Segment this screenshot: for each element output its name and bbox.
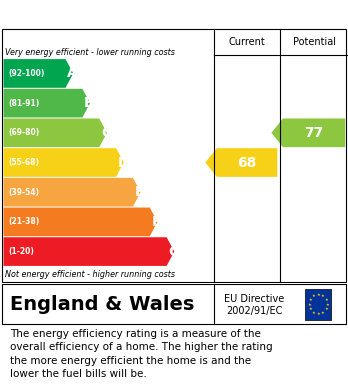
Text: (81-91): (81-91) <box>9 99 40 108</box>
Text: (1-20): (1-20) <box>9 247 34 256</box>
Text: ★: ★ <box>312 294 316 298</box>
Polygon shape <box>205 148 277 177</box>
Polygon shape <box>3 89 90 117</box>
Text: ★: ★ <box>308 303 311 307</box>
Text: ★: ★ <box>324 298 328 302</box>
Polygon shape <box>3 148 124 177</box>
Text: (39-54): (39-54) <box>9 188 40 197</box>
Text: B: B <box>84 96 95 110</box>
Text: A: A <box>67 66 78 81</box>
Text: E: E <box>135 185 144 199</box>
Text: 2002/91/EC: 2002/91/EC <box>226 306 282 316</box>
Polygon shape <box>3 208 157 236</box>
Text: (69-80): (69-80) <box>9 128 40 137</box>
Text: Current: Current <box>229 37 266 47</box>
Text: Not energy efficient - higher running costs: Not energy efficient - higher running co… <box>5 270 175 279</box>
Text: ★: ★ <box>324 307 328 311</box>
Text: ★: ★ <box>317 293 320 297</box>
Text: (21-38): (21-38) <box>9 217 40 226</box>
Text: C: C <box>101 126 111 140</box>
Polygon shape <box>3 237 174 266</box>
Text: (92-100): (92-100) <box>9 69 45 78</box>
Text: ★: ★ <box>309 307 313 311</box>
Polygon shape <box>3 59 73 88</box>
Text: The energy efficiency rating is a measure of the
overall efficiency of a home. T: The energy efficiency rating is a measur… <box>10 329 273 379</box>
Text: ★: ★ <box>321 311 325 315</box>
Text: Very energy efficient - lower running costs: Very energy efficient - lower running co… <box>5 48 175 57</box>
Text: ★: ★ <box>317 312 320 316</box>
Text: 77: 77 <box>304 126 324 140</box>
Text: ★: ★ <box>326 303 329 307</box>
Polygon shape <box>3 118 107 147</box>
Text: G: G <box>168 245 180 258</box>
Text: ★: ★ <box>312 311 316 315</box>
Text: ★: ★ <box>309 298 313 302</box>
Text: D: D <box>118 156 129 170</box>
Text: Energy Efficiency Rating: Energy Efficiency Rating <box>10 7 220 22</box>
Text: EU Directive: EU Directive <box>224 294 284 304</box>
Bar <box>306 289 331 320</box>
Text: Potential: Potential <box>293 37 335 47</box>
Text: 68: 68 <box>237 156 257 170</box>
Text: (55-68): (55-68) <box>9 158 40 167</box>
Text: F: F <box>151 215 161 229</box>
Polygon shape <box>271 118 345 147</box>
Polygon shape <box>3 178 141 206</box>
Text: England & Wales: England & Wales <box>10 295 195 314</box>
Text: ★: ★ <box>321 294 325 298</box>
